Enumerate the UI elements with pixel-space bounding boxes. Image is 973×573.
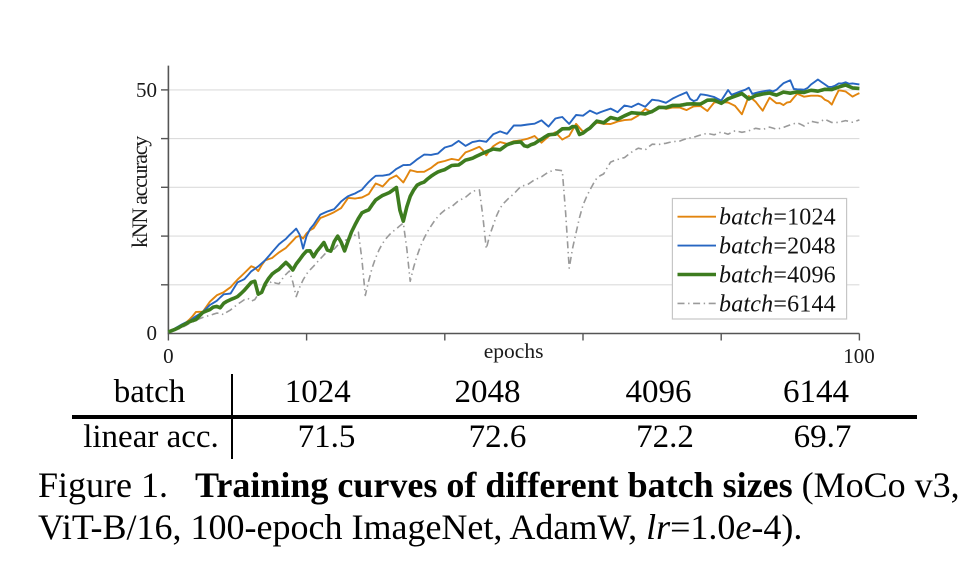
svg-text:batch=1024: batch=1024 <box>719 205 836 231</box>
svg-text:0: 0 <box>147 321 158 345</box>
svg-text:50: 50 <box>136 78 157 102</box>
svg-text:epochs: epochs <box>484 339 544 363</box>
svg-text:batch=2048: batch=2048 <box>719 234 836 260</box>
svg-text:kNN accuracy: kNN accuracy <box>127 136 152 248</box>
svg-text:batch=4096: batch=4096 <box>719 263 836 289</box>
svg-text:100: 100 <box>843 344 875 368</box>
svg-text:0: 0 <box>163 344 174 368</box>
svg-text:batch=6144: batch=6144 <box>719 291 836 317</box>
